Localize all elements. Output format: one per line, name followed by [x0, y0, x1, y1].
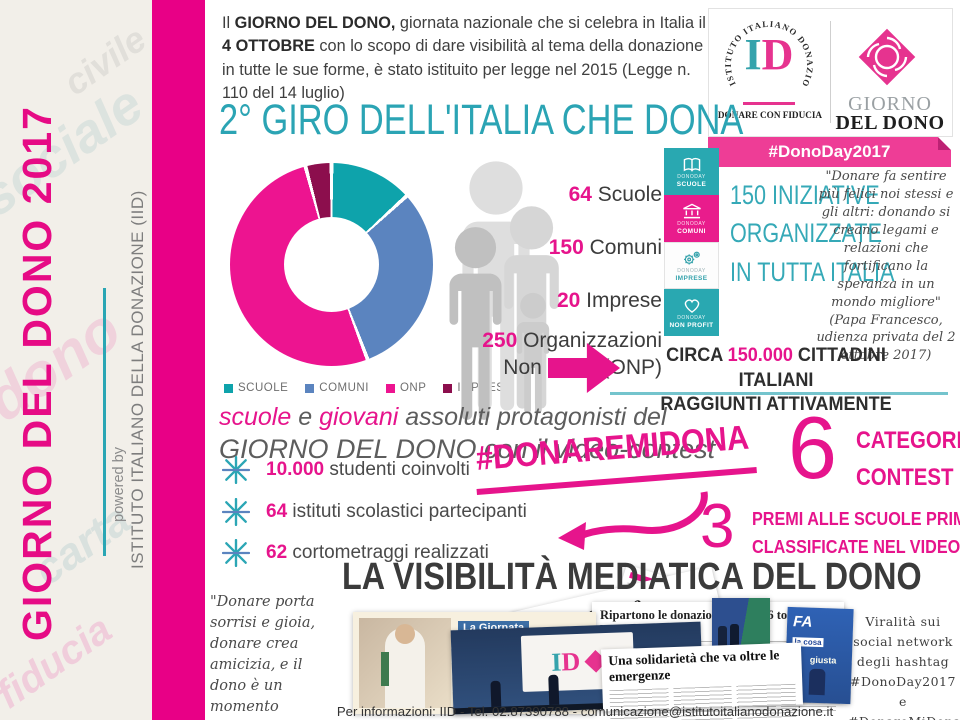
legend-item: COMUNI — [305, 382, 369, 394]
stat-imprese: 20 Imprese — [556, 289, 662, 312]
pope-photo — [359, 618, 451, 708]
heart-icon — [684, 298, 699, 313]
giro-title: 2° GIRO DELL'ITALIA CHE DONA — [219, 96, 744, 144]
tile-nonprofit: DONODAY NON PROFIT — [664, 289, 719, 336]
sidebar-accent-bar — [152, 0, 205, 720]
giorno-del-dono-diamond-icon — [858, 28, 916, 86]
iid-monogram: ID — [744, 30, 794, 79]
iid-logo-card: ISTITUTO ITALIANO DONAZIONE ID DONARE CO… — [708, 8, 953, 137]
intro-bold-date: 4 OTTOBRE — [222, 37, 315, 56]
mattarella-quote: "Donare porta sorrisi e gioia, donare cr… — [210, 594, 316, 716]
bank-icon — [682, 203, 701, 218]
iid-tagline: DONARE CON FIDUCIA — [717, 110, 823, 120]
teal-separator-line — [610, 392, 948, 395]
legend-swatch — [385, 383, 395, 393]
star-bullet-icon — [222, 456, 250, 484]
book-icon — [683, 157, 700, 172]
stat-scuole: 64 Scuole — [568, 183, 662, 206]
donut-hole — [284, 217, 379, 312]
powered-by-label: powered by — [111, 447, 127, 523]
protagonisti-text: scuole e giovani assoluti protagonisti d… — [219, 403, 716, 464]
contest-label: CATEGORIECONTEST — [856, 427, 960, 492]
tile-scuole: DONODAY SCUOLE — [664, 148, 719, 195]
stat-comuni: 150 Comuni — [548, 236, 662, 259]
category-tiles: DONODAY SCUOLE DONODAY COMUNI DONODAY IMPRE… — [664, 148, 719, 336]
intro-paragraph: Il GIORNO DEL DONO, giornata nazionale c… — [222, 14, 706, 102]
star-bullet-icon — [222, 539, 250, 567]
legend-swatch — [305, 383, 315, 393]
sidebar-background: sociale dono carta fiducia civile — [0, 0, 152, 720]
logo-divider — [830, 21, 831, 123]
brand-del-dono: DEL DONO — [835, 112, 945, 134]
footer-contact: Per informazioni: IID - Tel. 02.87390788… — [336, 704, 834, 719]
sidebar-organization: ISTITUTO ITALIANO DELLA DONAZIONE (IID) — [128, 190, 147, 570]
star-bullet-icon — [222, 498, 250, 526]
legend-item: ONP — [385, 382, 426, 394]
tv-still-scuole — [712, 598, 770, 650]
intro-bold-giorno: GIORNO DEL DONO, — [234, 14, 396, 32]
bullet-istituti: 64 istituti scolastici partecipanti — [222, 498, 527, 526]
bullet-studenti: 10.000 studenti coinvolti — [222, 456, 470, 484]
donoday-banner: #DonoDay2017 — [708, 137, 951, 167]
premi-label: PREMI ALLE SCUOLE PRIME CLASSIFICATE NEL … — [752, 509, 960, 557]
iid-arc-logo: ISTITUTO ITALIANO DONAZIONE — [713, 13, 814, 89]
tile-imprese: DONODAY IMPRESE — [664, 242, 719, 289]
legend-swatch — [224, 383, 233, 393]
brand-giorno: GIORNO — [848, 93, 932, 115]
social-virality-text: Viralità sui social network degli hashta… — [848, 614, 960, 720]
donut-chart — [230, 163, 433, 366]
iniziative-text: 150 INIZIATIVE ORGANIZZATE IN TUTTA ITALIA — [730, 180, 895, 287]
iid-underline — [743, 102, 795, 105]
bullet-cortometraggi: 62 cortometraggi realizzati — [222, 539, 489, 567]
tile-comuni: DONODAY COMUNI — [664, 195, 719, 242]
curved-arrow-icon — [558, 491, 708, 550]
contest-number: 6 — [788, 398, 837, 497]
gears-icon — [683, 251, 700, 265]
legend-swatch — [443, 383, 453, 393]
press-clipping-solidarieta: Una solidarietà che va oltre le emergenz… — [600, 642, 804, 720]
legend-item: SCUOLE — [224, 382, 288, 394]
sidebar-divider — [103, 288, 106, 556]
papa-francesco-quote: "Donare fa sentire più felici noi stessi… — [816, 169, 956, 364]
sidebar-title: GIORNO DEL DONO 2017 — [14, 105, 60, 641]
visibilita-title: LA VISIBILITÀ MEDIATICA DEL DONO — [342, 556, 922, 598]
reach-statement: CIRCA 150.000 CITTADINI ITALIANI RAGGIUN… — [660, 345, 892, 416]
